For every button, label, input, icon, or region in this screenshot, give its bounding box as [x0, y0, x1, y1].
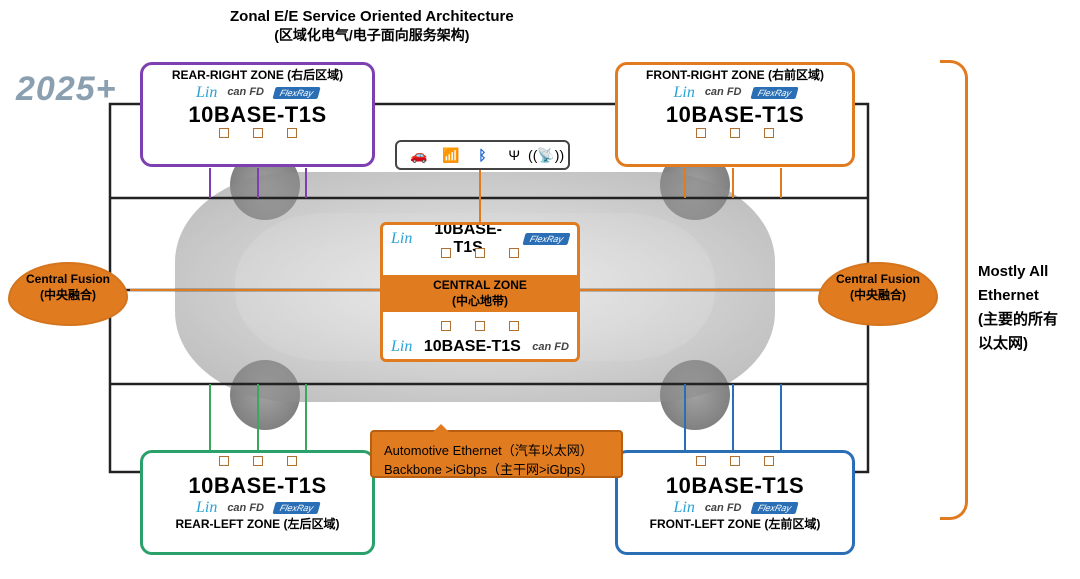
fusion-l1: Central Fusion	[824, 272, 932, 286]
zone-hdr: FRONT-LEFT ZONE (左前区域)	[624, 518, 846, 532]
zone-rear-right: REAR-RIGHT ZONE (右后区域) Lin can FD FlexRa…	[140, 62, 375, 167]
flexray-icon: FlexRay	[272, 502, 320, 514]
side-text: Mostly All Ethernet (主要的所有 以太网)	[978, 260, 1058, 356]
central-top: Lin 10BASE-T1S FlexRay	[383, 229, 577, 262]
zone-base: 10BASE-T1S	[149, 473, 366, 498]
connectivity-bar: 🚗 📶 ᛒ Ψ ((📡))	[395, 140, 570, 170]
canfd-icon: can FD	[532, 341, 569, 353]
backbone-callout: Automotive Ethernet（汽车以太网） Backbone >iGb…	[370, 430, 623, 478]
central-cap1: CENTRAL ZONE	[383, 278, 577, 292]
canfd-icon: can FD	[705, 502, 742, 515]
zone-hdr: REAR-RIGHT ZONE (右后区域)	[149, 69, 366, 83]
central-caption: CENTRAL ZONE (中心地带)	[383, 275, 577, 312]
zone-hdr: REAR-LEFT ZONE (左后区域)	[149, 518, 366, 532]
stubs	[624, 128, 846, 142]
car-icon: 🚗	[408, 144, 430, 166]
flexray-icon: FlexRay	[522, 233, 570, 245]
usb-icon: Ψ	[503, 144, 525, 166]
zone-front-left: 10BASE-T1S Lin can FD FlexRay FRONT-LEFT…	[615, 450, 855, 555]
central-bottom: Lin 10BASE-T1S can FD	[383, 322, 577, 355]
fusion-l2: (中央融合)	[14, 286, 122, 303]
lin-icon: Lin	[673, 499, 694, 517]
side-l1: Mostly All	[978, 260, 1058, 284]
central-cap2: (中心地带)	[383, 292, 577, 309]
canfd-icon: can FD	[227, 502, 264, 515]
lin-icon: Lin	[196, 499, 217, 517]
lin-icon: Lin	[673, 84, 694, 102]
protocol-row: Lin can FD FlexRay	[624, 85, 846, 101]
stubs	[383, 248, 577, 262]
antenna-icon: ((📡))	[535, 144, 557, 166]
title-sub: (区域化电气/电子面向服务架构)	[230, 25, 514, 45]
central-fusion-right: Central Fusion (中央融合)	[818, 262, 938, 326]
stubs	[624, 458, 846, 472]
right-bracket	[940, 60, 968, 520]
year-badge: 2025+	[16, 70, 117, 109]
speech-l1: Automotive Ethernet（汽车以太网）	[384, 440, 609, 459]
title: Zonal E/E Service Oriented Architecture …	[230, 8, 514, 45]
central-base: 10BASE-T1S	[424, 338, 521, 356]
protocol-row: Lin can FD FlexRay	[149, 500, 366, 516]
lin-icon: Lin	[391, 338, 412, 356]
wifi-icon: 📶	[440, 144, 462, 166]
flexray-icon: FlexRay	[750, 502, 798, 514]
zone-base: 10BASE-T1S	[149, 102, 366, 127]
stubs	[149, 458, 366, 472]
protocol-row: Lin can FD FlexRay	[149, 85, 366, 101]
stubs	[383, 323, 577, 337]
fusion-l2: (中央融合)	[824, 286, 932, 303]
zone-front-right: FRONT-RIGHT ZONE (右前区域) Lin can FD FlexR…	[615, 62, 855, 167]
stubs	[149, 128, 366, 142]
lin-icon: Lin	[391, 230, 412, 248]
fusion-l1: Central Fusion	[14, 272, 122, 286]
zone-base: 10BASE-T1S	[624, 473, 846, 498]
zone-central: Lin 10BASE-T1S FlexRay CENTRAL ZONE (中心地…	[380, 222, 580, 362]
zone-rear-left: 10BASE-T1S Lin can FD FlexRay REAR-LEFT …	[140, 450, 375, 555]
protocol-row: Lin can FD FlexRay	[624, 500, 846, 516]
title-main: Zonal E/E Service Oriented Architecture	[230, 8, 514, 25]
zone-hdr: FRONT-RIGHT ZONE (右前区域)	[624, 69, 846, 83]
side-l4: 以太网)	[978, 332, 1058, 356]
side-l3: (主要的所有	[978, 308, 1058, 332]
canfd-icon: can FD	[705, 86, 742, 99]
central-base: 10BASE-T1S	[422, 222, 514, 257]
side-l2: Ethernet	[978, 284, 1058, 308]
lin-icon: Lin	[196, 84, 217, 102]
flexray-icon: FlexRay	[272, 87, 320, 99]
central-fusion-left: Central Fusion (中央融合)	[8, 262, 128, 326]
diagram-stage: Zonal E/E Service Oriented Architecture …	[0, 0, 1080, 579]
bluetooth-icon: ᛒ	[471, 144, 493, 166]
flexray-icon: FlexRay	[750, 87, 798, 99]
speech-l2: Backbone >iGbps（主干网>iGbps）	[384, 459, 609, 478]
canfd-icon: can FD	[227, 86, 264, 99]
zone-base: 10BASE-T1S	[624, 102, 846, 127]
